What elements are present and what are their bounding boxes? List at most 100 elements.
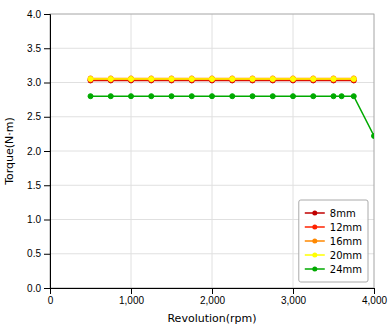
series-point bbox=[291, 94, 296, 99]
y-axis-tick-mark bbox=[44, 83, 50, 84]
grid-line-y bbox=[50, 151, 374, 152]
legend-label: 20mm bbox=[330, 250, 362, 261]
series-point bbox=[331, 77, 336, 82]
y-axis-tick-label: 1.0 bbox=[27, 214, 41, 225]
series-point bbox=[149, 77, 154, 82]
series-point bbox=[169, 94, 174, 99]
x-axis-tick-label: 1,000 bbox=[119, 295, 144, 306]
y-axis-tick-label: 3.0 bbox=[27, 77, 41, 88]
series-point bbox=[108, 94, 113, 99]
y-axis-tick-label: 0.0 bbox=[27, 283, 41, 294]
legend-box bbox=[299, 200, 368, 282]
x-axis-tick-label: 4,000 bbox=[362, 295, 387, 306]
y-axis-tick: 3.5 bbox=[27, 43, 50, 54]
series-point bbox=[331, 76, 336, 81]
y-axis-tick: 0.0 bbox=[27, 283, 50, 294]
x-axis-title: Revolution(rpm) bbox=[167, 312, 256, 325]
series-point bbox=[129, 77, 134, 82]
legend-marker bbox=[312, 267, 317, 272]
series-point bbox=[250, 77, 255, 82]
series-point bbox=[250, 94, 255, 99]
series-point bbox=[372, 133, 375, 138]
legend-marker bbox=[312, 239, 317, 244]
y-axis-tick-label: 4.0 bbox=[27, 9, 41, 20]
series-point bbox=[210, 76, 215, 81]
series-point bbox=[129, 77, 134, 82]
y-axis-title: Torque(N·m) bbox=[3, 117, 16, 186]
legend-item: 20mm bbox=[305, 250, 362, 261]
series-point bbox=[149, 77, 154, 82]
legend-label: 24mm bbox=[330, 264, 362, 275]
series-point bbox=[189, 76, 194, 81]
series-point bbox=[189, 77, 194, 82]
series-line bbox=[91, 96, 375, 136]
legend-item: 8mm bbox=[305, 208, 356, 219]
x-axis-tick-mark bbox=[212, 288, 213, 294]
x-axis-tick-mark bbox=[293, 288, 294, 294]
series-point bbox=[88, 77, 93, 82]
x-axis: 0 1,000 2,000 3,000 4,000 bbox=[48, 288, 388, 306]
y-axis-tick: 1.5 bbox=[27, 180, 50, 191]
series-point bbox=[331, 94, 336, 99]
legend-label: 8mm bbox=[330, 208, 356, 219]
legend: 8mm12mm16mm20mm24mm bbox=[299, 200, 368, 282]
y-axis-tick-label: 2.5 bbox=[27, 111, 41, 122]
series-point bbox=[230, 94, 235, 99]
series-point bbox=[270, 77, 275, 82]
series-point bbox=[351, 76, 356, 81]
series-point bbox=[351, 77, 356, 82]
series-point bbox=[291, 76, 296, 81]
x-axis-tick-label: 3,000 bbox=[281, 295, 306, 306]
x-axis-tick: 0 bbox=[48, 288, 54, 306]
y-axis-tick-mark bbox=[44, 117, 50, 118]
y-axis-tick: 3.0 bbox=[27, 77, 50, 88]
y-axis-tick-label: 0.5 bbox=[27, 248, 41, 259]
y-axis-tick-mark bbox=[44, 220, 50, 221]
series-point bbox=[291, 77, 296, 82]
legend-marker bbox=[312, 253, 317, 258]
legend-label: 12mm bbox=[330, 222, 362, 233]
y-axis-tick-mark bbox=[44, 254, 50, 255]
y-axis-tick-label: 1.5 bbox=[27, 180, 41, 191]
series-point bbox=[129, 94, 134, 99]
y-axis-tick: 0.5 bbox=[27, 248, 50, 259]
series-point bbox=[311, 76, 316, 81]
series-point bbox=[351, 77, 356, 82]
y-axis-tick-mark bbox=[44, 48, 50, 49]
grid-line-y bbox=[50, 185, 374, 186]
series-point bbox=[108, 77, 113, 82]
series-point bbox=[270, 94, 275, 99]
chart: 0 1,000 2,000 3,000 4,000 0.0 0.5 1.0 1.5 2.0 2.5 3… bbox=[0, 0, 390, 330]
legend-item: 24mm bbox=[305, 264, 362, 275]
series-point bbox=[250, 76, 255, 81]
x-axis-tick-mark bbox=[374, 288, 375, 294]
x-axis-tick-label: 2,000 bbox=[200, 295, 225, 306]
series-group bbox=[88, 76, 374, 139]
series-point bbox=[210, 77, 215, 82]
x-axis-domain bbox=[51, 289, 375, 295]
x-axis-tick: 1,000 bbox=[119, 288, 144, 306]
series-point bbox=[291, 77, 296, 82]
grid bbox=[50, 14, 374, 288]
y-axis-tick: 4.0 bbox=[27, 9, 50, 20]
x-axis-tick-label: 0 bbox=[48, 295, 54, 306]
legend-marker bbox=[312, 225, 317, 230]
series-point bbox=[189, 94, 194, 99]
x-axis-tick: 4,000 bbox=[362, 288, 387, 306]
series-point bbox=[88, 77, 93, 82]
series-point bbox=[169, 76, 174, 81]
grid-line-y bbox=[50, 116, 374, 117]
y-axis-tick-label: 2.0 bbox=[27, 146, 41, 157]
series-point bbox=[311, 77, 316, 82]
series-point bbox=[88, 94, 93, 99]
series-point bbox=[230, 77, 235, 82]
y-axis-tick-mark bbox=[44, 14, 50, 15]
series-point bbox=[311, 94, 316, 99]
y-axis-tick: 2.5 bbox=[27, 111, 50, 122]
y-axis-tick-mark bbox=[44, 288, 50, 289]
series-point bbox=[270, 77, 275, 82]
y-axis-tick-label: 3.5 bbox=[27, 43, 41, 54]
series-point bbox=[270, 76, 275, 81]
series-point bbox=[311, 77, 316, 82]
y-axis: 0.0 0.5 1.0 1.5 2.0 2.5 3.0 3.5 4.0 bbox=[27, 9, 50, 294]
